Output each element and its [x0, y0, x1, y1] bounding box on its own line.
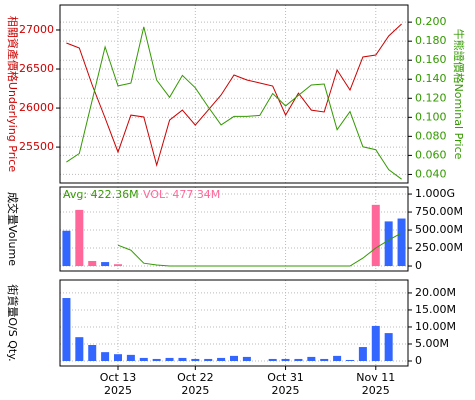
- bar: [139, 357, 148, 361]
- y2-tick-label: 0.100: [415, 110, 447, 123]
- x-tick-label: Oct 13 2025: [100, 371, 137, 397]
- bar: [62, 230, 71, 267]
- bar: [242, 356, 251, 361]
- bar: [165, 357, 174, 361]
- bar: [384, 221, 393, 267]
- bar: [307, 356, 316, 361]
- bar: [88, 345, 97, 361]
- bar: [62, 298, 71, 361]
- y2-tick-label: 0.080: [415, 129, 447, 142]
- panel-frame: [59, 186, 409, 272]
- bar: [126, 354, 135, 361]
- bar: [191, 358, 200, 361]
- y2-tick-label: 0.040: [415, 167, 447, 180]
- x-tick-line: 2025: [181, 384, 209, 397]
- x-tick-line: 2025: [104, 384, 132, 397]
- y-tick-label: 10.00M: [415, 320, 456, 333]
- y2-axis-label: 牛熊證價格Nominal Price: [452, 29, 466, 160]
- panel-frame: [59, 279, 409, 367]
- bar: [204, 358, 213, 361]
- bar: [294, 358, 303, 361]
- bar: [230, 355, 238, 361]
- y-tick-label: 26000: [19, 101, 54, 114]
- y-tick-label: 250.00M: [415, 241, 463, 254]
- y-axis-label: 街貨量O/S Qty.: [6, 284, 20, 361]
- bar: [320, 358, 329, 361]
- y2-tick-label: 0.120: [415, 91, 447, 104]
- x-tick-label: Oct 22 2025: [177, 371, 214, 397]
- bar: [268, 358, 277, 361]
- y-tick-label: 5.00M: [415, 337, 449, 350]
- y-axis-label: 相關資產價格Underlying Price: [6, 16, 20, 172]
- bar: [114, 264, 122, 267]
- bar: [75, 337, 84, 361]
- bar: [152, 358, 161, 361]
- bar: [371, 325, 380, 361]
- bar: [346, 359, 354, 361]
- y-axis-label: 成交量Volume: [6, 192, 20, 266]
- y2-tick-label: 0.140: [415, 72, 447, 85]
- bar: [384, 333, 393, 361]
- x-tick-line: Oct 31: [267, 371, 304, 384]
- bar: [114, 354, 122, 361]
- y-tick-label: 26500: [19, 62, 54, 75]
- line: [66, 26, 402, 180]
- bar: [88, 260, 97, 267]
- line: [66, 23, 402, 167]
- y-tick-label: 25500: [19, 140, 54, 153]
- line: [117, 232, 402, 267]
- y2-tick-label: 0.180: [415, 34, 447, 47]
- x-tick-line: 2025: [362, 384, 390, 397]
- bar: [281, 358, 290, 361]
- y-tick-label: 15.00M: [415, 303, 456, 316]
- y-tick-label: 500.00M: [415, 223, 463, 236]
- vol-label: VOL: 477.34M: [143, 188, 220, 201]
- y2-tick-label: 0.060: [415, 148, 447, 161]
- y-tick-label: 20.00M: [415, 286, 456, 299]
- y2-tick-label: 0.200: [415, 15, 447, 28]
- bar: [333, 355, 342, 361]
- x-tick-line: Oct 22: [177, 371, 214, 384]
- x-tick-label: Nov 11 2025: [356, 371, 395, 397]
- x-tick-line: Nov 11: [356, 371, 395, 384]
- bar: [217, 357, 226, 361]
- panel-frame: [59, 4, 409, 184]
- y-tick-label: 750.00M: [415, 205, 463, 218]
- y-tick-label: 27000: [19, 23, 54, 36]
- x-tick-line: Oct 13: [100, 371, 137, 384]
- y2-tick-label: 0.160: [415, 53, 447, 66]
- bar: [397, 218, 406, 267]
- x-tick-label: Oct 31 2025: [267, 371, 304, 397]
- bar: [358, 347, 367, 361]
- bar: [101, 262, 110, 267]
- y-tick-label: 1.000G: [415, 187, 455, 200]
- avg-label: Avg: 422.36M: [63, 188, 139, 201]
- y-tick-label: 0: [415, 259, 422, 272]
- bar: [75, 209, 84, 267]
- bar: [371, 204, 380, 267]
- bar: [178, 357, 187, 361]
- x-tick-line: 2025: [272, 384, 300, 397]
- bar: [101, 352, 110, 361]
- y-tick-label: 0: [415, 354, 422, 367]
